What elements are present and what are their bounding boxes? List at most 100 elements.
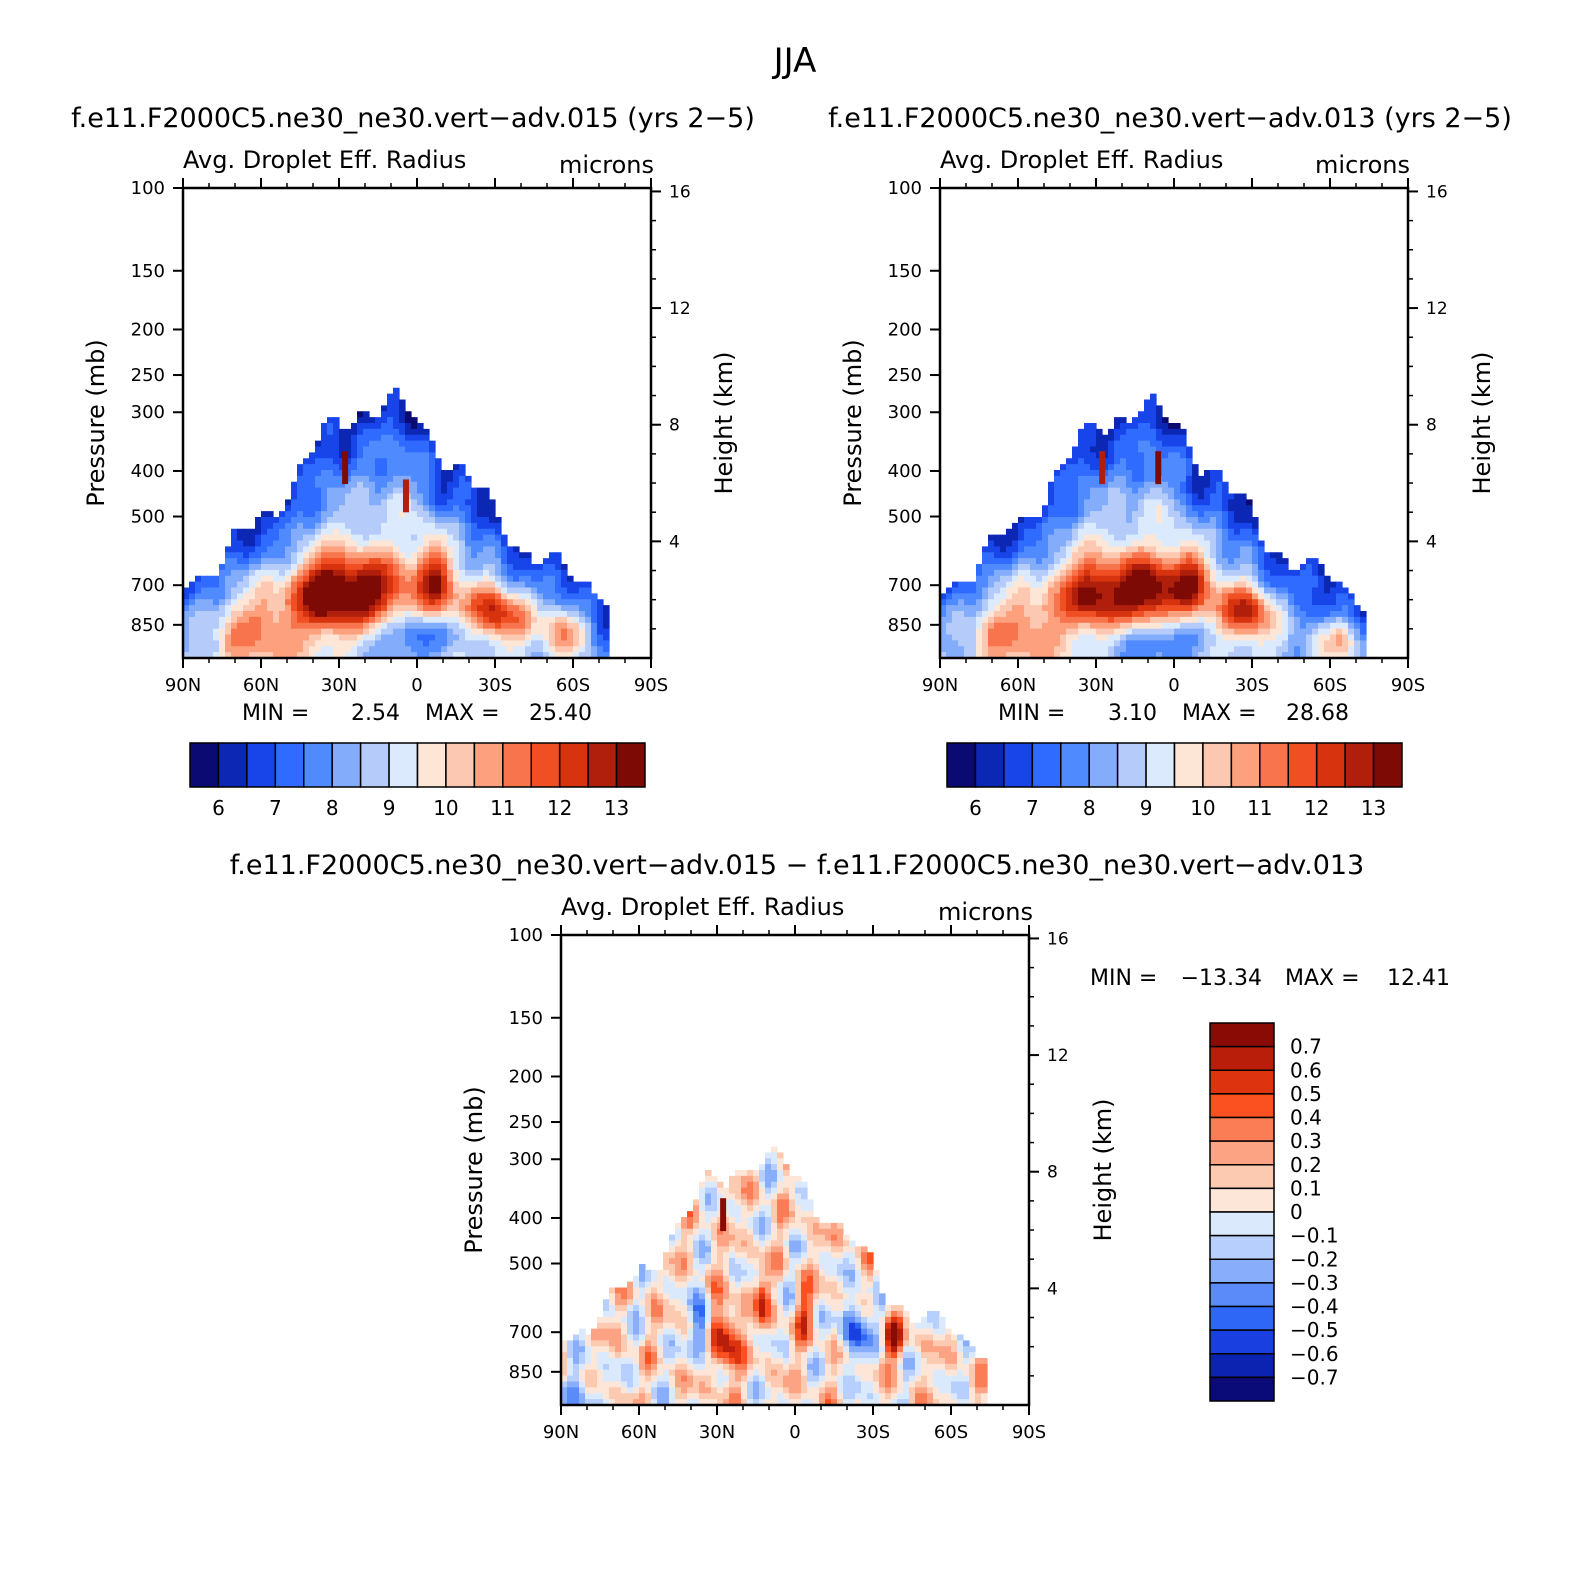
field-cell (459, 499, 466, 506)
field-cell (849, 1269, 856, 1277)
field-cell (483, 622, 490, 630)
field-cell (315, 528, 322, 536)
field-cell (1174, 646, 1181, 653)
field-cell (201, 605, 208, 612)
field-cell (273, 593, 280, 600)
field-cell (1288, 605, 1295, 612)
field-cell (1204, 499, 1211, 506)
field-cell (1066, 558, 1073, 565)
field-cell (1180, 540, 1187, 547)
field-cell (711, 1275, 718, 1283)
field-cell (327, 640, 334, 647)
field-cell (879, 1305, 886, 1312)
field-cell (297, 464, 304, 471)
field-cell (195, 587, 202, 594)
field-cell (321, 575, 328, 583)
field-cell (447, 611, 454, 618)
field-cell (1072, 493, 1079, 500)
field-cell (1348, 622, 1355, 630)
field-cell (381, 599, 388, 606)
field-cell (867, 1287, 874, 1294)
field-cell (1096, 493, 1103, 500)
field-cell (387, 634, 394, 641)
field-cell (387, 411, 394, 418)
field-cell (789, 1199, 796, 1206)
field-cell (1102, 646, 1109, 653)
field-cell (1012, 581, 1019, 589)
field-cell (339, 434, 346, 442)
field-cell (1060, 587, 1067, 594)
field-cell (1144, 440, 1151, 448)
field-cell (1030, 575, 1037, 583)
field-cell (381, 616, 388, 624)
field-cell (1048, 558, 1055, 565)
field-cell (675, 1269, 682, 1277)
field-cell (1216, 546, 1223, 553)
field-cell (1276, 611, 1283, 618)
field-cell (483, 587, 490, 594)
field-cell (183, 640, 190, 647)
field-cell (849, 1299, 856, 1306)
field-cell (1198, 505, 1205, 512)
field-cell (1324, 587, 1331, 594)
field-cell (351, 464, 358, 471)
field-cell (982, 605, 989, 612)
field-cell (1054, 628, 1061, 636)
field-cell (1072, 499, 1079, 506)
field-cell (1246, 499, 1253, 506)
field-cell (531, 581, 538, 589)
field-cell (741, 1293, 748, 1300)
field-cell (357, 522, 364, 530)
field-cell (585, 622, 592, 630)
field-cell (369, 593, 376, 600)
field-cell (501, 646, 508, 653)
field-cell (417, 546, 424, 553)
field-cell (459, 522, 466, 530)
field-cell (1144, 634, 1151, 641)
field-cell (1042, 622, 1049, 630)
field-cell (207, 593, 214, 600)
field-cell (681, 1258, 688, 1265)
field-cell (765, 1252, 772, 1259)
field-cell (801, 1252, 808, 1259)
field-cell (723, 1222, 730, 1230)
field-cell (375, 546, 382, 553)
field-cell (1054, 558, 1061, 565)
field-cell (879, 1293, 886, 1300)
field-cell (1252, 517, 1259, 524)
field-cell (1054, 499, 1061, 506)
y-tick-label: 300 (131, 402, 165, 423)
field-cell (405, 611, 412, 618)
field-cell (393, 446, 400, 453)
field-cell (543, 593, 550, 600)
field-cell (1144, 558, 1151, 565)
field-cell (1192, 593, 1199, 600)
field-cell (1330, 587, 1337, 594)
field-cell (765, 1228, 772, 1236)
field-cell (1018, 634, 1025, 641)
field-cell (1186, 593, 1193, 600)
field-cell (849, 1322, 856, 1330)
field-cell (1126, 493, 1133, 500)
field-cell (964, 646, 971, 653)
field-cell (729, 1287, 736, 1294)
field-cell (399, 540, 406, 547)
field-cell (243, 575, 250, 583)
field-cell (495, 575, 502, 583)
field-cell (381, 458, 388, 465)
field-cell (183, 646, 190, 653)
field-cell (873, 1269, 880, 1277)
field-cell (1216, 616, 1223, 624)
field-cell (363, 499, 370, 506)
field-cell (1102, 569, 1109, 577)
field-cell (1108, 517, 1115, 524)
field-cell (495, 605, 502, 612)
field-cell (1066, 640, 1073, 647)
field-cell (1246, 511, 1253, 518)
field-cell (1036, 587, 1043, 594)
field-cell (285, 646, 292, 653)
field-cell (417, 616, 424, 624)
field-cell (789, 1281, 796, 1289)
field-cell (813, 1299, 820, 1306)
field-cell (1156, 587, 1163, 594)
